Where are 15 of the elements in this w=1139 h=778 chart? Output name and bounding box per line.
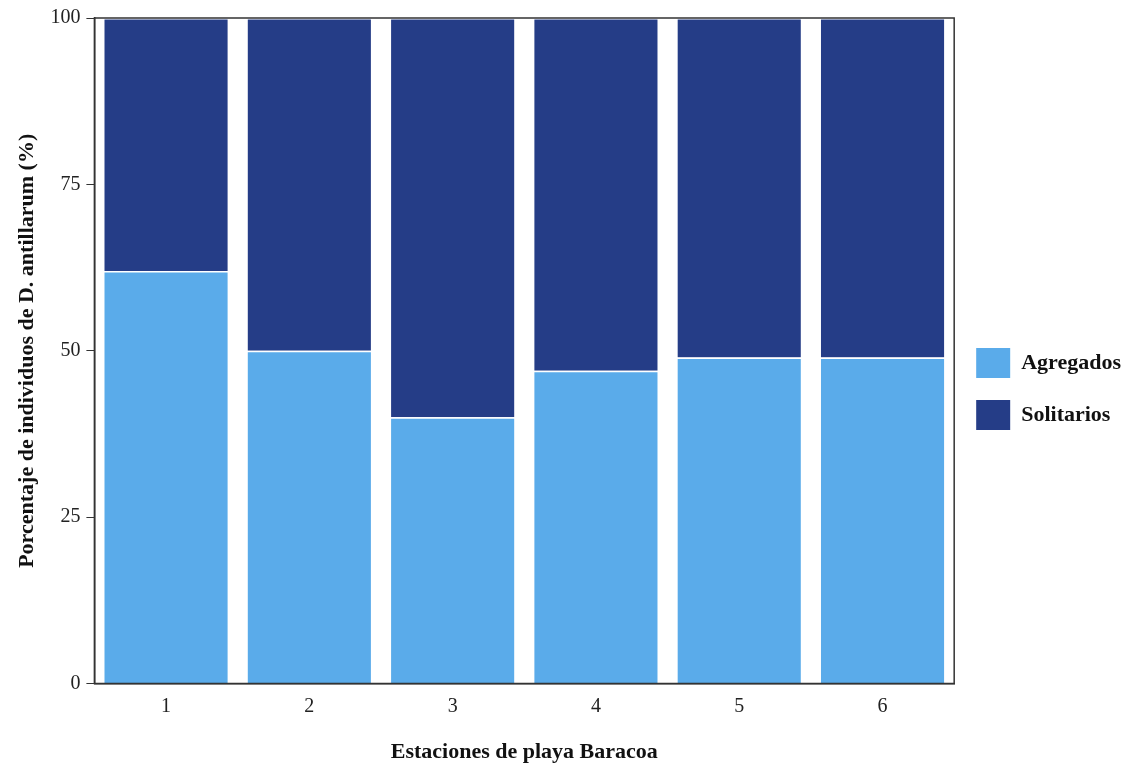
y-tick-label: 100	[50, 5, 81, 28]
x-tick-label: 1	[161, 693, 172, 716]
x-tick-label: 6	[877, 693, 888, 716]
x-tick-label: 3	[447, 693, 458, 716]
y-tick-label: 50	[60, 338, 81, 361]
y-axis-title: Porcentaje de individuos de D. antillarum (%)	[12, 133, 38, 568]
x-tick-label: 5	[734, 693, 745, 716]
y-tick-label: 25	[60, 504, 81, 527]
x-tick-label: 4	[590, 693, 601, 716]
legend-label: Solitarios	[1021, 400, 1111, 426]
x-tick-label: 2	[304, 693, 315, 716]
y-tick-label: 0	[70, 670, 81, 693]
legend-label: Agregados	[1021, 348, 1122, 374]
x-axis-title: Estaciones de playa Baracoa	[390, 738, 658, 764]
y-tick-label: 75	[60, 171, 81, 194]
